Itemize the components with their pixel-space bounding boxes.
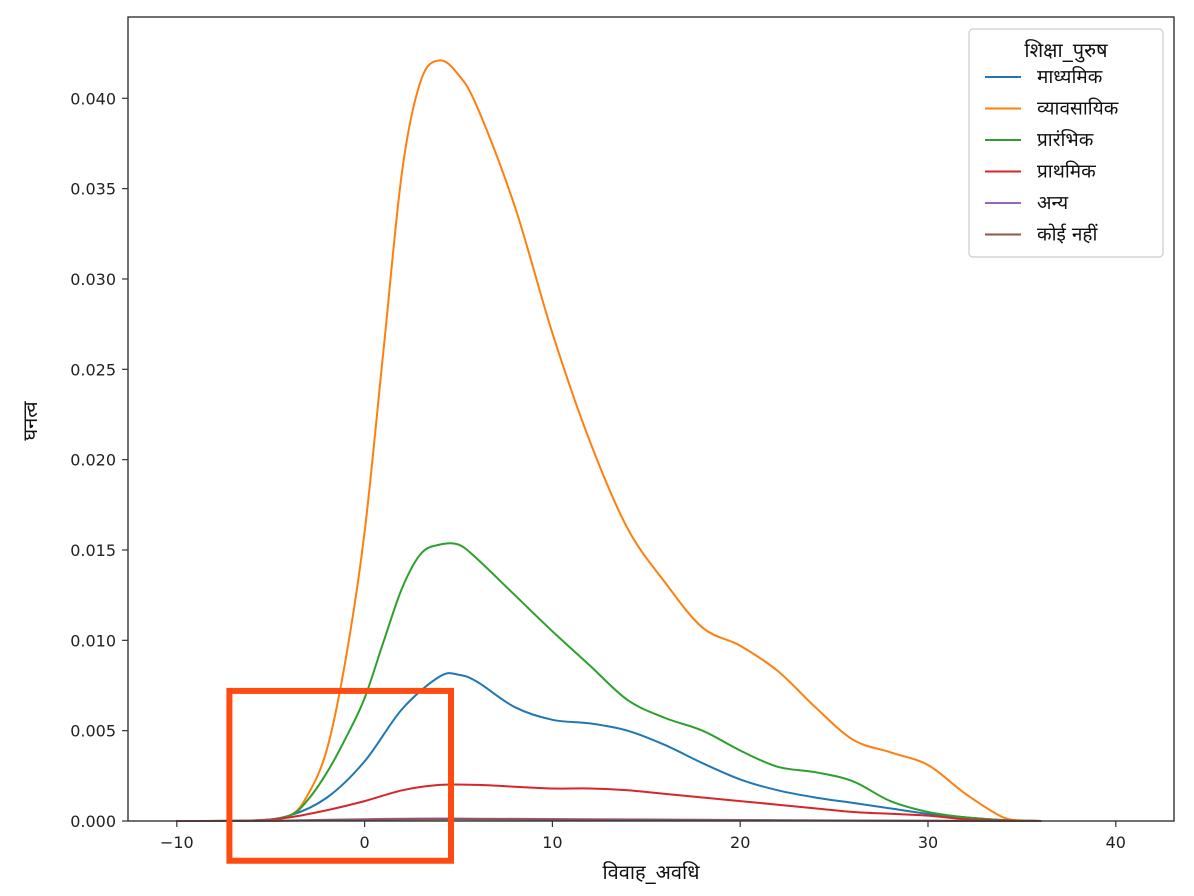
x-tick-label: 0 [360, 833, 370, 852]
x-axis-label: विवाह_अवधि [602, 860, 700, 884]
legend-items: माध्यमिक व्यावसायिक प्रारंभिक प्राथमिक अन्य क… [985, 65, 1119, 246]
y-tick-label: 0.040 [70, 89, 116, 108]
x-tick-label: −10 [160, 833, 194, 852]
x-tick-label: 40 [1106, 833, 1126, 852]
series-line-1 [175, 672, 1042, 822]
ticks-layer: −10 0 10 20 30 40 0.000 0.005 0.010 0.015 0.020 0.0… [70, 89, 1126, 852]
legend-label: व्यावसायिक [1037, 97, 1119, 120]
y-tick-label: 0.010 [70, 631, 116, 650]
x-tick-label: 30 [918, 833, 938, 852]
series-line-4 [175, 783, 1042, 822]
legend-label: माध्यमिक [1037, 65, 1103, 88]
y-tick-label: 0.005 [70, 722, 116, 741]
y-tick-label: 0.035 [70, 180, 116, 199]
legend-label: प्राथमिक [1037, 160, 1096, 183]
annotation-layer [226, 687, 455, 864]
y-tick-label: 0.015 [70, 541, 116, 560]
legend-label: कोई नहीं [1037, 223, 1099, 246]
legend-box [968, 28, 1164, 258]
y-tick-label: 0.020 [70, 451, 116, 470]
legend: शिक्षा_पुरुष माध्यमिक व्यावसायिक प्रारंभिक… [968, 28, 1164, 258]
y-tick-label: 0.030 [70, 270, 116, 289]
legend-title: शिक्षा_पुरुष [1024, 38, 1108, 63]
x-tick-label: 10 [542, 833, 562, 852]
y-tick-label: 0.025 [70, 360, 116, 379]
x-tick-label: 20 [730, 833, 750, 852]
plot-frame [127, 16, 1175, 822]
series-line-2 [175, 59, 1042, 822]
y-axis-label: घनत्व [18, 400, 42, 440]
series-line-3 [175, 542, 1042, 822]
y-tick-label: 0.000 [70, 812, 116, 831]
highlight-box [226, 687, 455, 864]
legend-label: अन्य [1037, 192, 1069, 214]
legend-label: प्रारंभिक [1037, 128, 1094, 151]
